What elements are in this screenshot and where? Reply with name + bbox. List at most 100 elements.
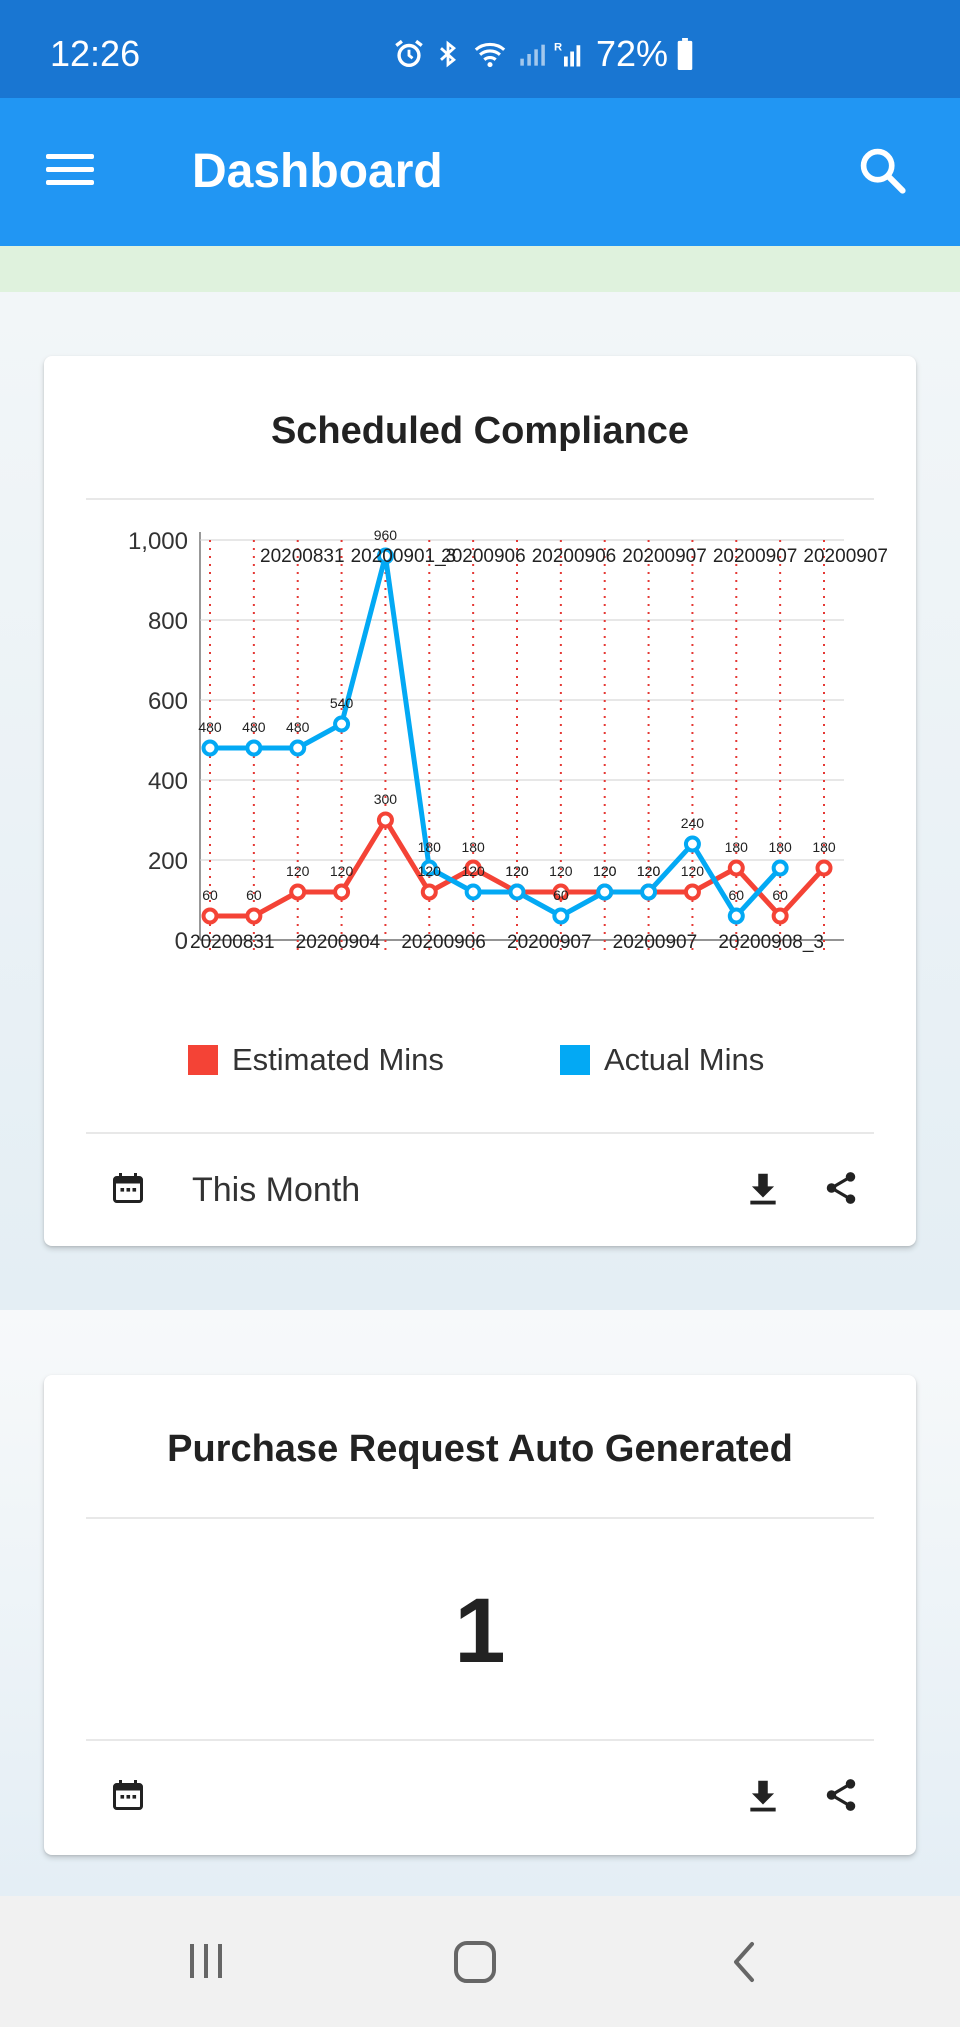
data-point <box>771 907 789 925</box>
series-line <box>210 553 782 919</box>
data-point <box>683 835 701 853</box>
calendar-icon <box>113 1173 143 1203</box>
data-point <box>245 739 263 757</box>
period-button[interactable] <box>110 1170 146 1211</box>
data-label: 120 <box>549 863 573 879</box>
download-button[interactable] <box>744 1168 782 1213</box>
data-label: 180 <box>768 839 792 855</box>
data-point <box>640 883 658 901</box>
legend-estimated: Estimated Mins <box>188 1044 444 1075</box>
data-label: 480 <box>286 719 310 735</box>
data-label: 480 <box>242 719 266 735</box>
bottom-axis-label: 20200907 <box>613 932 698 953</box>
data-label: 480 <box>198 719 222 735</box>
data-label: 120 <box>418 863 442 879</box>
share-icon <box>826 1172 856 1204</box>
data-point <box>201 739 219 757</box>
y-tick-label: 1,000 <box>128 528 188 555</box>
data-point <box>508 883 526 901</box>
share-button[interactable] <box>822 1168 860 1213</box>
data-point <box>420 883 438 901</box>
svg-text:R: R <box>554 41 562 53</box>
legend-swatch <box>188 1044 218 1075</box>
period-label: This Month <box>192 1171 361 1209</box>
bottom-axis-label: 20200831 <box>190 932 275 953</box>
download-icon <box>750 1173 776 1205</box>
bluetooth-icon <box>440 40 456 68</box>
period-button[interactable] <box>110 1777 146 1818</box>
data-label: 960 <box>374 527 398 543</box>
data-label: 300 <box>374 791 398 807</box>
data-point <box>771 859 789 877</box>
bottom-axis-label: 20200908_3 <box>718 932 824 953</box>
data-point <box>815 859 833 877</box>
data-label: 120 <box>681 863 705 879</box>
app-bar: Dashboard <box>0 98 960 246</box>
divider <box>86 1517 874 1519</box>
divider <box>86 498 874 500</box>
legend-actual: Actual Mins <box>560 1044 764 1075</box>
search-button[interactable] <box>856 144 916 200</box>
metric-value: 1 <box>454 1580 506 1682</box>
data-label: 180 <box>418 839 442 855</box>
data-point <box>727 859 745 877</box>
data-label: 180 <box>812 839 836 855</box>
status-time: 12:26 <box>50 33 141 74</box>
home-icon[interactable] <box>452 1940 498 1984</box>
card-title: Purchase Request Auto Generated <box>167 1428 793 1470</box>
data-point <box>464 883 482 901</box>
data-label: 120 <box>505 863 529 879</box>
share-button[interactable] <box>822 1775 860 1820</box>
top-axis-label: 20200901_3 <box>351 546 457 567</box>
data-point <box>201 907 219 925</box>
bottom-axis-label: 20200904 <box>296 932 381 953</box>
page-title: Dashboard <box>192 145 443 198</box>
share-icon <box>826 1779 856 1811</box>
menu-button[interactable] <box>44 150 104 194</box>
data-point <box>420 859 438 877</box>
system-nav-bar <box>0 1896 960 2027</box>
back-icon[interactable] <box>726 1940 762 1984</box>
menu-icon <box>46 154 94 185</box>
data-point <box>683 883 701 901</box>
divider <box>86 1132 874 1134</box>
data-point <box>727 907 745 925</box>
data-label: 180 <box>725 839 749 855</box>
top-axis-label: 20200906 <box>441 546 526 567</box>
y-tick-label: 0 <box>175 928 188 955</box>
data-label: 120 <box>637 863 661 879</box>
data-label: 120 <box>505 863 529 879</box>
data-point <box>333 715 351 733</box>
top-axis-label: 20200907 <box>713 546 798 567</box>
data-label: 60 <box>246 887 262 903</box>
legend-label: Actual Mins <box>604 1042 765 1077</box>
data-point <box>376 547 394 565</box>
divider <box>86 1739 874 1741</box>
search-icon <box>860 148 906 194</box>
data-point <box>464 859 482 877</box>
card-title: Scheduled Compliance <box>270 410 690 452</box>
bottom-axis-label: 20200906 <box>401 932 486 953</box>
y-tick-label: 800 <box>148 608 188 635</box>
bottom-axis-label: 20200907 <box>507 932 592 953</box>
data-label: 60 <box>202 887 218 903</box>
data-label: 120 <box>637 863 661 879</box>
recent-apps-icon[interactable] <box>184 1940 228 1982</box>
signal-icon <box>520 44 545 66</box>
data-label: 120 <box>330 863 354 879</box>
status-bar: 12:26 R 72% <box>0 0 960 98</box>
top-axis-label: 20200907 <box>803 546 888 567</box>
alarm-icon <box>395 39 423 68</box>
purchase-request-card: Purchase Request Auto Generated 1 <box>44 1375 916 1855</box>
data-label: 120 <box>593 863 617 879</box>
data-point <box>552 883 570 901</box>
top-axis-label: 20200907 <box>622 546 707 567</box>
wifi-icon <box>474 42 506 68</box>
banner-strip <box>0 246 960 292</box>
legend-label: Estimated Mins <box>232 1042 444 1077</box>
data-label: 240 <box>681 815 705 831</box>
data-point <box>333 883 351 901</box>
battery-icon <box>677 38 693 70</box>
legend-swatch <box>560 1044 590 1075</box>
download-button[interactable] <box>744 1775 782 1820</box>
